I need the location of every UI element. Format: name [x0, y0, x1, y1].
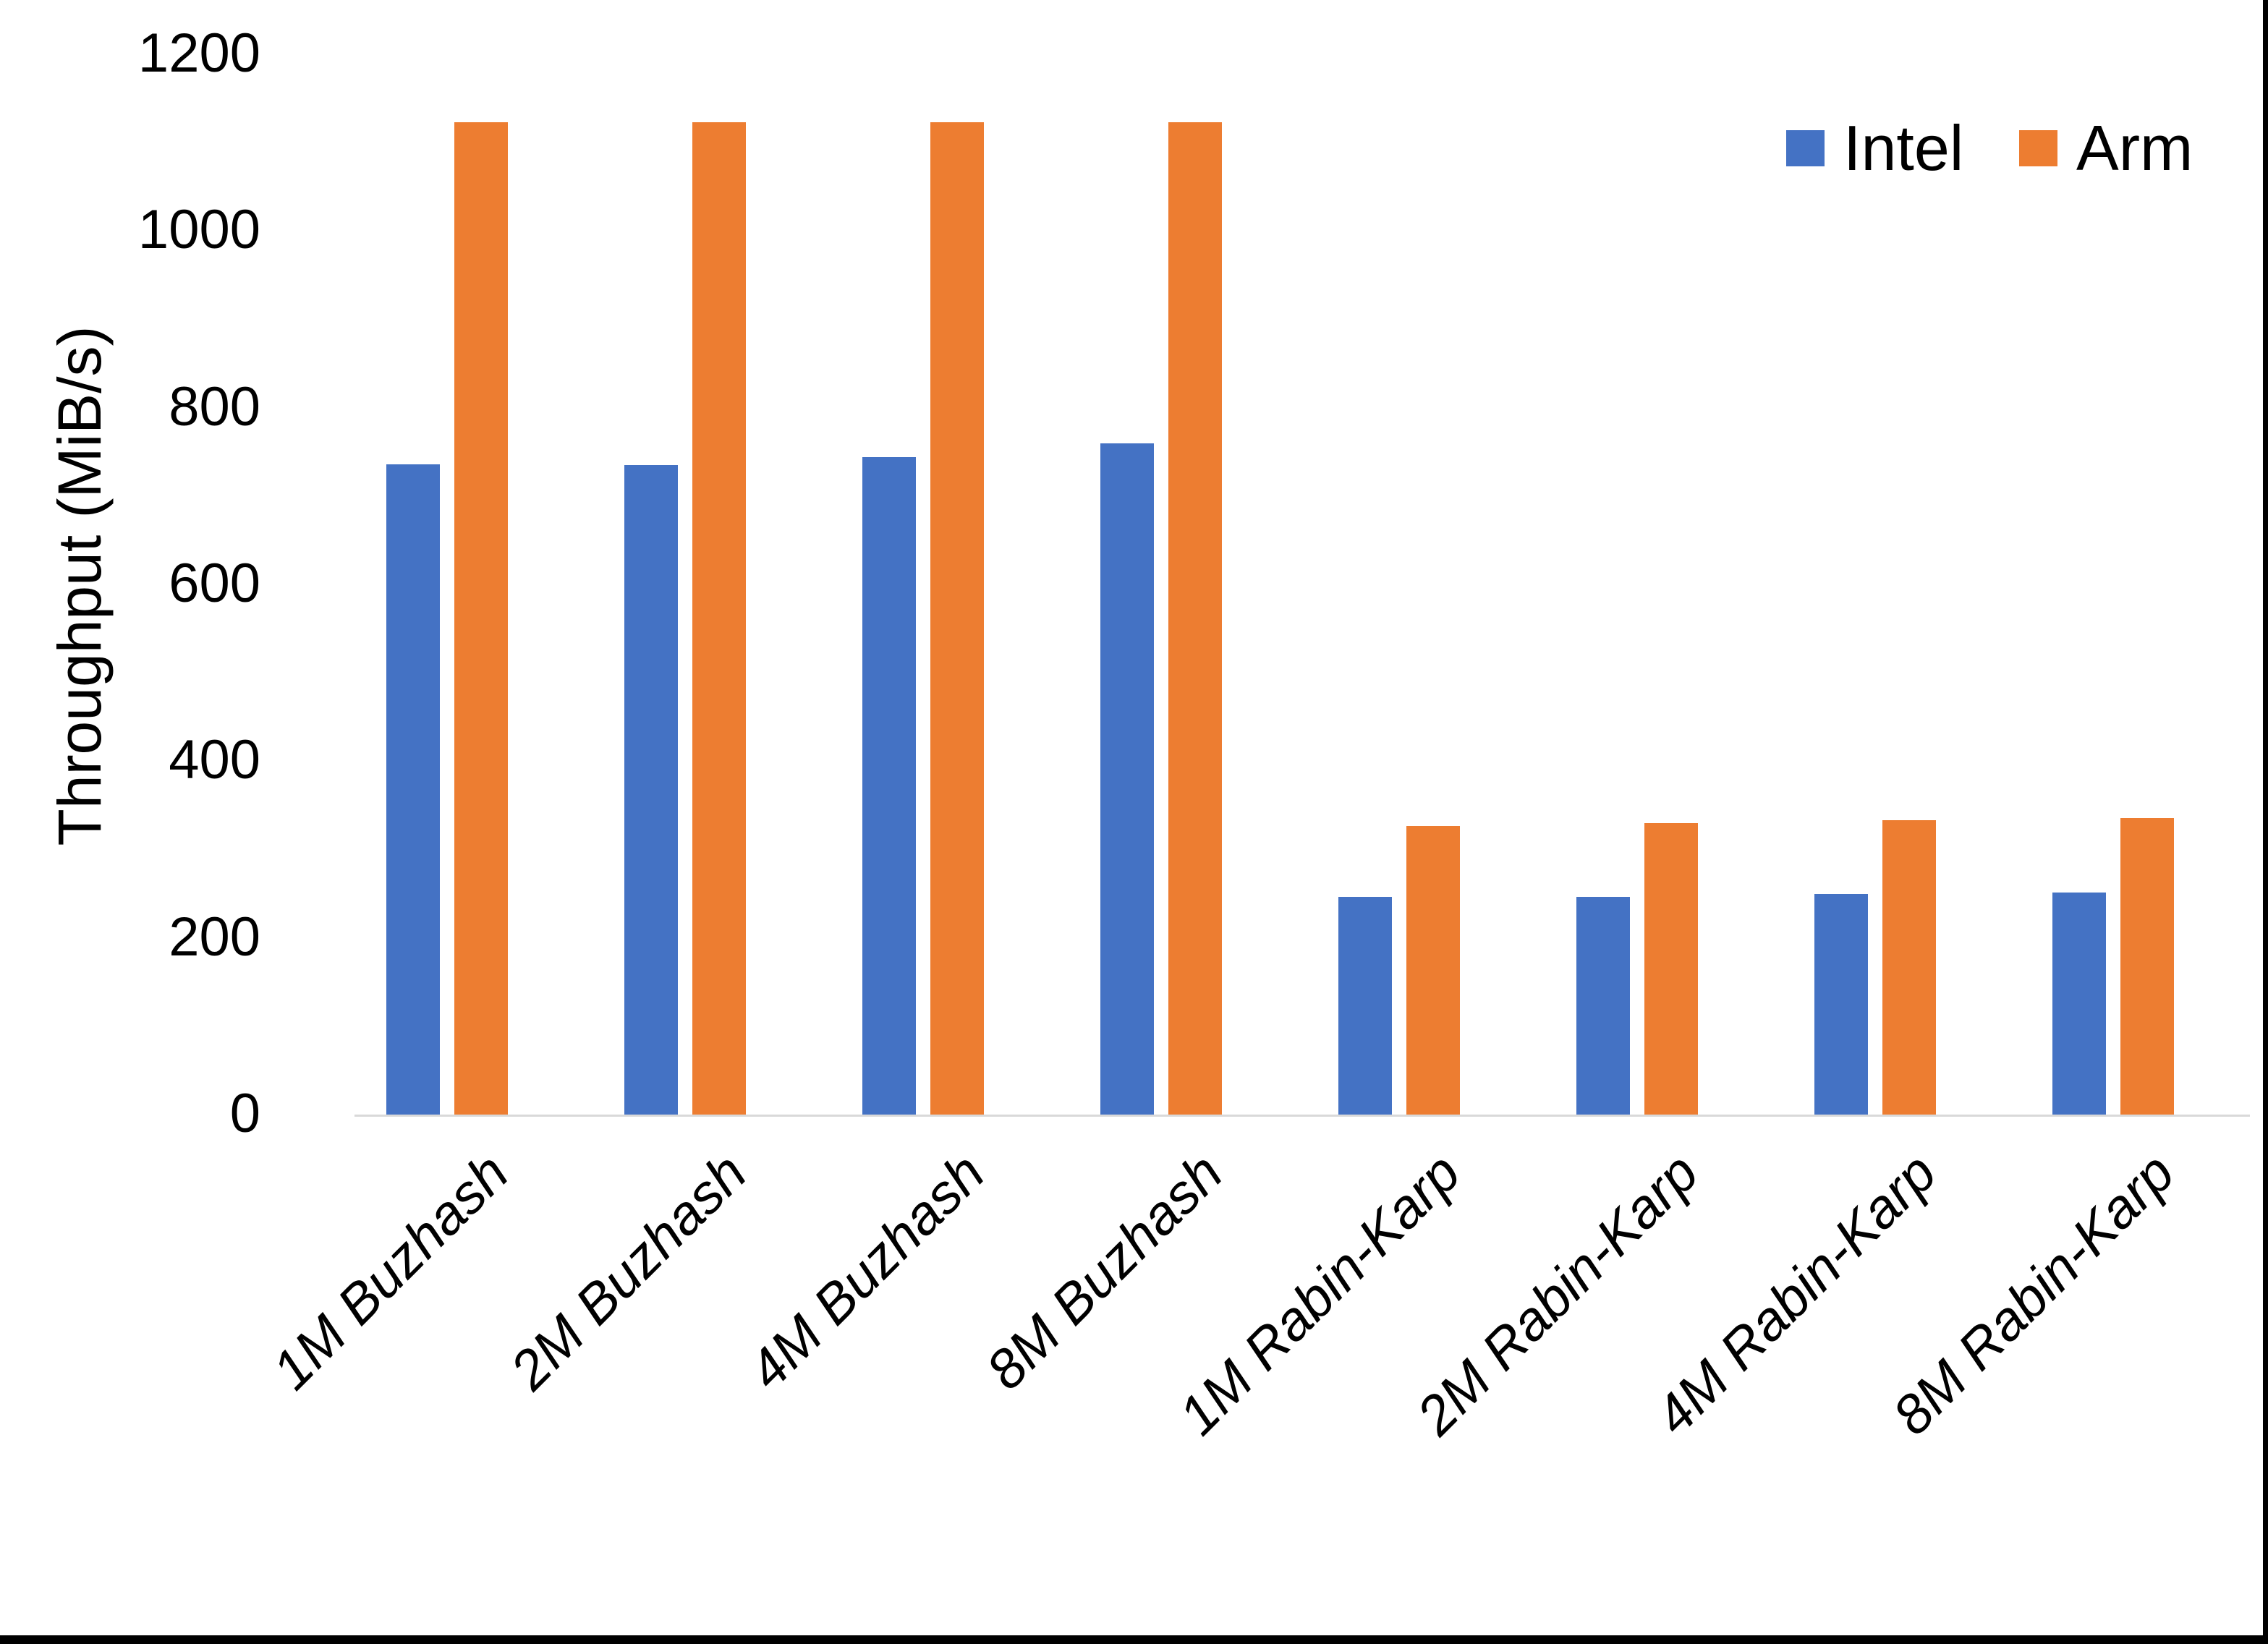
bar-arm-2m-buzhash	[692, 122, 746, 1115]
y-tick-label-0: 0	[229, 1082, 260, 1144]
bar-intel-4m-rabin-karp	[1814, 893, 1868, 1115]
bar-intel-1m-rabin-karp	[1338, 897, 1392, 1115]
x-category-label-1m-buzhash: 1M Buzhash	[260, 1141, 520, 1402]
x-category-label-8m-buzhash: 8M Buzhash	[974, 1141, 1234, 1402]
page-bottom-edge	[0, 1635, 2268, 1644]
legend-swatch-intel-icon	[1786, 130, 1825, 166]
x-category-label-4m-buzhash: 4M Buzhash	[736, 1141, 996, 1402]
bar-arm-4m-buzhash	[930, 122, 984, 1115]
y-tick-label-1000: 1000	[137, 199, 260, 261]
x-axis-baseline	[354, 1115, 2250, 1117]
legend-item-intel: Intel	[1786, 112, 1964, 184]
page-right-edge	[2263, 0, 2268, 1644]
legend-label-intel: Intel	[1843, 112, 1964, 184]
bar-arm-8m-buzhash	[1168, 122, 1222, 1115]
bar-arm-1m-buzhash	[454, 122, 508, 1115]
bar-arm-8m-rabin-karp	[2120, 817, 2174, 1115]
legend-item-arm: Arm	[2019, 112, 2193, 184]
bar-intel-2m-buzhash	[624, 465, 678, 1115]
bar-arm-2m-rabin-karp	[1644, 822, 1698, 1115]
y-tick-label-800: 800	[169, 375, 260, 438]
bar-intel-1m-buzhash	[386, 464, 440, 1115]
y-tick-label-1200: 1200	[137, 22, 260, 84]
bar-intel-8m-buzhash	[1100, 443, 1154, 1115]
legend-label-arm: Arm	[2076, 112, 2193, 184]
y-tick-label-400: 400	[169, 729, 260, 791]
bar-arm-1m-rabin-karp	[1406, 825, 1460, 1115]
bar-arm-4m-rabin-karp	[1882, 820, 1936, 1115]
bar-intel-2m-rabin-karp	[1576, 897, 1630, 1115]
bar-intel-4m-buzhash	[862, 457, 916, 1115]
legend-swatch-arm-icon	[2019, 130, 2057, 166]
y-tick-label-600: 600	[169, 552, 260, 614]
bar-intel-8m-rabin-karp	[2052, 893, 2106, 1115]
y-tick-label-200: 200	[169, 906, 260, 968]
plot-area	[354, 54, 2250, 1117]
x-category-label-2m-buzhash: 2M Buzhash	[498, 1141, 758, 1402]
